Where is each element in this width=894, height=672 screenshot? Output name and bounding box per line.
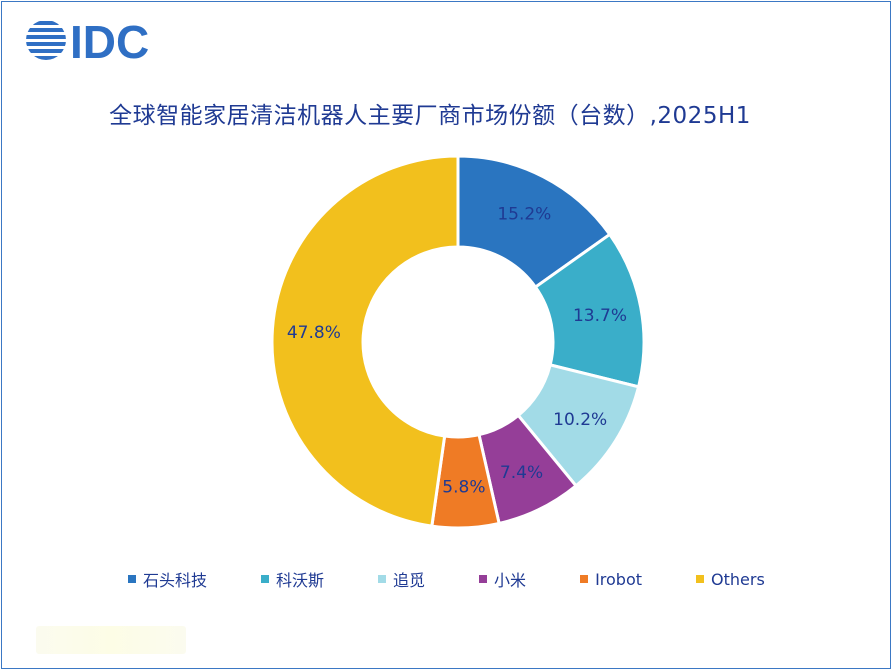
legend-swatch [479, 575, 488, 583]
slice-label-5: 47.8% [287, 323, 341, 343]
legend-swatch [696, 575, 705, 583]
legend-label: 追觅 [393, 571, 426, 590]
chart-title: 全球智能家居清洁机器人主要厂商市场份额（台数）,2025H1 [109, 103, 751, 129]
slice-label-2: 10.2% [553, 410, 607, 430]
legend-item-2: 追觅 [378, 567, 425, 591]
legend-item-1: 科沃斯 [261, 567, 324, 591]
legend-swatch [261, 575, 270, 583]
legend-label: 科沃斯 [276, 571, 325, 590]
globe-icon [26, 20, 66, 60]
legend-label: 石头科技 [143, 571, 208, 590]
legend-swatch [378, 575, 387, 583]
legend-label: Irobot [595, 569, 643, 589]
slice-label-0: 15.2% [497, 205, 551, 225]
legend-label: 小米 [494, 571, 527, 590]
legend-swatch [580, 575, 589, 583]
donut-slice-5 [270, 154, 460, 528]
legend-item-4: Irobot [580, 570, 642, 589]
legend-label: Others [711, 569, 765, 589]
legend-swatch [128, 575, 136, 583]
legend-item-5: Others [696, 570, 765, 589]
idc-logo: IDC [26, 16, 149, 66]
legend-item-3: 小米 [479, 567, 526, 591]
logo-text: IDC [70, 16, 149, 66]
blurred-watermark [36, 626, 186, 654]
slice-label-4: 5.8% [442, 477, 485, 497]
slice-label-1: 13.7% [573, 306, 627, 326]
slice-label-3: 7.4% [500, 463, 543, 483]
legend-item-0: 石头科技 [128, 567, 207, 591]
chart-legend: 石头科技 科沃斯 追觅 小米 Irobot Others [128, 567, 828, 591]
